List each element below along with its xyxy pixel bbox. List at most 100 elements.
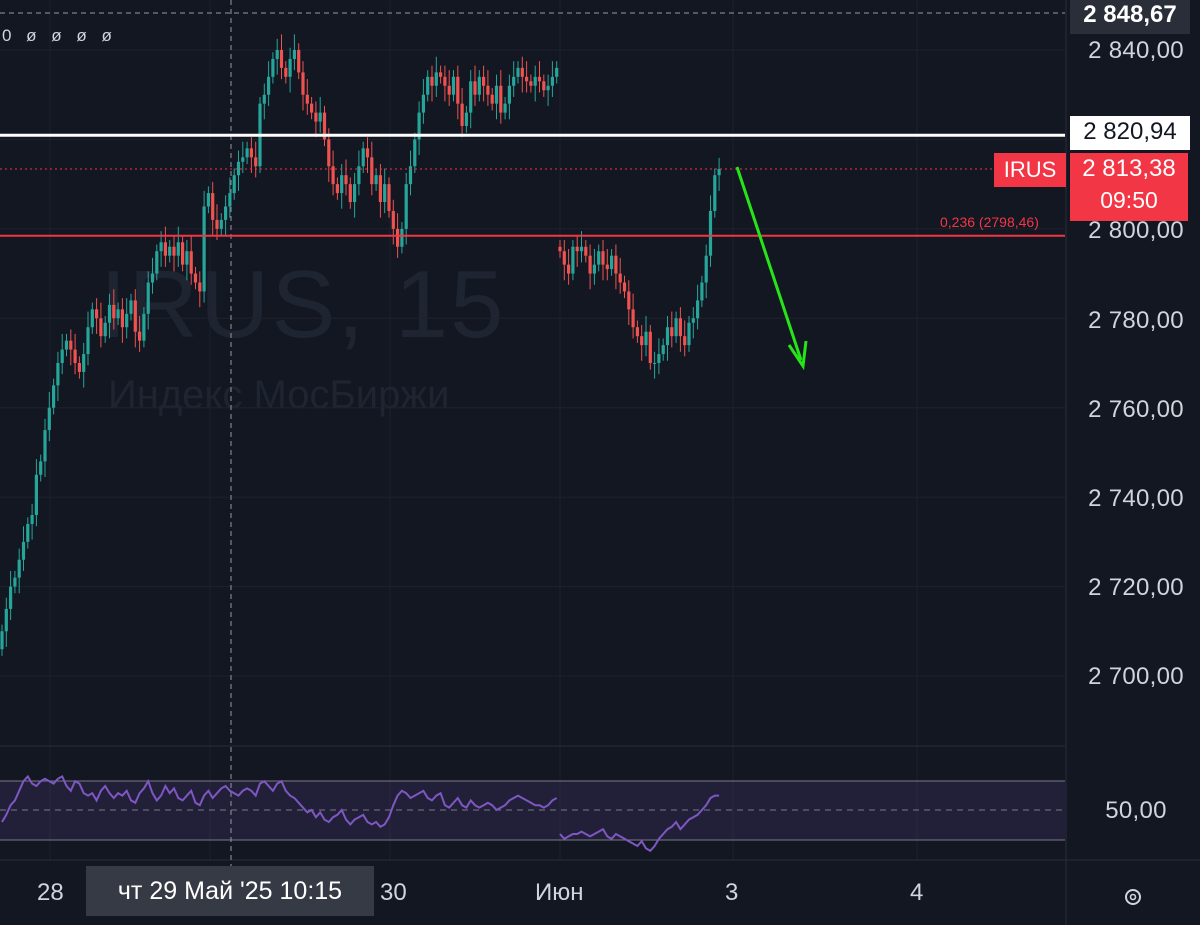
candle-body: [546, 85, 550, 91]
candle-body: [224, 206, 228, 220]
candle-body: [163, 242, 167, 256]
candle-body: [653, 363, 657, 364]
settings-gear-icon[interactable]: [1122, 886, 1144, 908]
candle-body: [357, 166, 361, 185]
candle-body: [335, 184, 339, 194]
candle-body: [146, 282, 150, 314]
time-label: 4: [910, 879, 924, 906]
crosshair-price-label: 2 848,67: [1070, 0, 1190, 34]
candle-body: [129, 300, 133, 314]
candle-body: [138, 331, 142, 341]
candle-body: [516, 67, 520, 77]
candle-body: [142, 313, 146, 341]
candle-body: [456, 76, 460, 104]
candle-body: [236, 161, 241, 176]
candle-body: [262, 94, 266, 104]
candle-body: [318, 112, 322, 122]
candle-body: [464, 112, 468, 127]
candle-body: [168, 246, 172, 256]
candle-body: [116, 309, 120, 319]
candle-body: [99, 318, 103, 337]
forecast-arrow-head: [787, 340, 808, 371]
candle-body: [254, 157, 258, 167]
candle-body: [378, 175, 382, 203]
candle-body: [271, 58, 275, 77]
rsi-line: [559, 794, 720, 853]
candle-body: [482, 76, 486, 86]
price-tick: 2 700,00: [1088, 663, 1184, 690]
price-tick: 2 760,00: [1088, 396, 1184, 423]
candle-body: [683, 336, 687, 346]
candle-body: [133, 300, 137, 332]
candle-body: [555, 67, 559, 77]
candle-body: [155, 251, 159, 274]
candle-body: [396, 228, 400, 247]
candle-body: [674, 318, 678, 337]
candle-body: [490, 94, 494, 104]
candle-body: [340, 175, 344, 194]
candle-body: [301, 72, 305, 95]
candle-body: [245, 148, 249, 158]
candle-body: [228, 193, 232, 207]
candle-body: [215, 219, 219, 229]
candle-body: [198, 282, 202, 292]
candle-body: [473, 81, 477, 95]
candle-body: [413, 139, 417, 167]
candle-body: [86, 327, 90, 355]
candle-body: [550, 76, 554, 86]
candle-body: [327, 139, 331, 167]
candle-body: [52, 385, 56, 408]
candle-body: [661, 345, 665, 355]
candle-body: [579, 246, 584, 252]
candle-body: [107, 304, 112, 323]
candle-body: [562, 251, 566, 265]
candle-body: [631, 309, 635, 328]
candle-body: [288, 58, 292, 77]
candle-body: [348, 184, 352, 203]
candle-body: [665, 327, 670, 346]
candle-body: [267, 76, 271, 95]
candle-body: [430, 76, 434, 86]
candle-body: [73, 349, 77, 363]
candle-body: [627, 291, 631, 310]
candle-body: [486, 85, 490, 95]
candle-body: [241, 157, 245, 162]
candle-body: [370, 157, 374, 185]
candle-body: [30, 515, 34, 524]
candle-body: [374, 175, 378, 185]
indicator-level-label: 50,00: [1105, 797, 1167, 824]
last-price-box: 2 813,38 09:50: [1070, 153, 1188, 221]
candle-body: [211, 193, 215, 220]
candle-body: [503, 103, 507, 113]
candle-body: [460, 103, 464, 127]
candle-body: [284, 67, 288, 77]
horizontal-line-price-label: 2 820,94: [1070, 116, 1190, 150]
candle-body: [275, 50, 279, 59]
candle-body: [232, 175, 236, 194]
candle-body: [717, 169, 721, 176]
candle-body: [451, 76, 456, 95]
candle-body: [120, 309, 124, 328]
candle-body: [567, 264, 571, 274]
candle-body: [279, 50, 284, 68]
candle-body: [512, 76, 516, 86]
candle-body: [181, 242, 185, 265]
candle-body: [640, 336, 644, 346]
candle-body: [614, 255, 618, 274]
candle-body: [95, 309, 99, 319]
ohlc-legend: 0 ø ø ø ø: [2, 26, 117, 45]
candle-body: [447, 85, 451, 95]
candle-body: [529, 81, 533, 86]
candle-body: [297, 50, 301, 73]
candle-body: [60, 349, 64, 363]
price-tick: 2 840,00: [1088, 37, 1184, 64]
candle-body: [47, 407, 51, 431]
candle-body: [670, 327, 674, 337]
candle-body: [206, 193, 210, 207]
candle-body: [704, 255, 708, 283]
candle-body: [0, 631, 4, 650]
candle-body: [176, 242, 180, 256]
candle-body: [305, 94, 309, 104]
